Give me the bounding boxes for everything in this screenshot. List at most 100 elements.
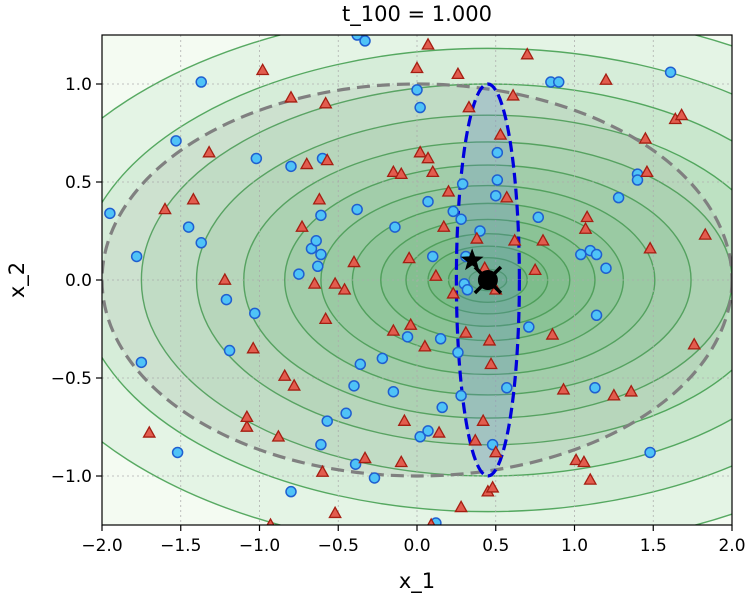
x-tick-label: 0.5 — [482, 536, 509, 556]
triangle-point — [520, 47, 535, 60]
triangle-point — [240, 409, 254, 423]
y-axis-label: x_2 — [5, 262, 30, 298]
circle-point — [411, 84, 423, 96]
triangle-point — [607, 388, 621, 401]
ellipses — [102, 82, 732, 478]
x-tick-label: 1.5 — [640, 536, 667, 556]
triangle-point — [484, 356, 498, 370]
triangle-point — [186, 192, 201, 205]
triangle-point — [441, 184, 456, 197]
circle-point — [456, 178, 469, 190]
x-tick-label: −0.5 — [318, 536, 359, 556]
triangle-point — [577, 454, 591, 468]
triangle-point — [468, 433, 483, 446]
circle-point — [644, 446, 656, 459]
circle-point — [340, 407, 352, 420]
circle-point — [293, 268, 305, 280]
triangle-point — [507, 233, 522, 246]
triangle-point — [284, 90, 298, 103]
circle-point — [600, 262, 612, 274]
circle-point — [389, 221, 401, 233]
circle-point — [631, 174, 644, 186]
circle-point — [436, 401, 448, 414]
triangle-point — [386, 164, 401, 178]
triangle-point — [347, 255, 361, 268]
triangle-point — [397, 413, 412, 426]
circle-point — [461, 284, 474, 296]
triangle-point — [459, 325, 473, 338]
triangle-point — [421, 151, 435, 164]
y-tick-label: −1.0 — [51, 467, 92, 487]
x-tick-label: 2.0 — [718, 536, 745, 556]
circle-point — [351, 203, 363, 216]
circle-point — [285, 160, 297, 173]
triangle-point — [246, 341, 261, 354]
triangle-point — [462, 100, 476, 113]
triangle-point — [386, 323, 401, 336]
circle-point — [376, 352, 389, 365]
circle-point — [285, 485, 297, 498]
triangle-point — [337, 282, 352, 295]
circle-point — [195, 76, 207, 88]
circle-point — [315, 248, 327, 261]
triangle-point — [638, 131, 653, 144]
x-tick-label: −2.0 — [81, 536, 122, 556]
triangle-point — [493, 127, 508, 140]
y-tick-label: 0.0 — [65, 271, 92, 291]
circle-point — [315, 209, 327, 222]
circle-point — [170, 135, 182, 147]
triangle-point — [436, 219, 451, 232]
circle-point — [310, 235, 322, 247]
triangle-point — [421, 37, 435, 50]
circle-point — [491, 174, 504, 186]
circle-point — [359, 35, 371, 47]
grid — [102, 35, 732, 525]
circle-point — [664, 66, 677, 78]
chart-title: t_100 = 1.000 — [342, 2, 492, 27]
triangle-point — [403, 317, 418, 330]
circle-point — [434, 333, 447, 345]
x-tick-label: 0.0 — [403, 536, 430, 556]
circle-point — [612, 191, 625, 204]
triangle-point — [687, 337, 702, 350]
triangle-point — [320, 153, 335, 166]
triangle-point — [482, 333, 497, 346]
circle-point — [312, 260, 324, 273]
triangle-point — [599, 72, 613, 85]
triangle-point — [470, 231, 484, 244]
triangle-point — [402, 251, 416, 264]
triangle-point — [255, 62, 270, 76]
triangle-point — [287, 378, 301, 391]
x-tick-label: −1.5 — [160, 536, 201, 556]
circle-point — [315, 438, 327, 451]
circle-point — [455, 389, 467, 402]
triangle-point — [499, 190, 514, 203]
special-markers — [460, 248, 503, 295]
triangle-point — [580, 209, 594, 223]
triangle-point — [429, 268, 443, 281]
circle-point — [104, 207, 116, 220]
circle-point — [553, 76, 565, 88]
circle-point — [523, 321, 535, 333]
triangle-point — [358, 451, 372, 464]
y-tick-label: 1.0 — [65, 75, 92, 95]
triangle-point — [674, 108, 689, 121]
axis-ticks: −2.0 −1.5 −1.0 −0.5 0.0 0.5 1.0 1.5 2.0 −1.0 −0.5 0… — [51, 75, 746, 556]
circle-point — [182, 221, 195, 233]
circle-point — [351, 35, 363, 41]
circle-point — [368, 472, 381, 484]
x-marker-stroke — [473, 265, 503, 295]
triangle-point — [202, 145, 216, 158]
triangle-point — [307, 276, 322, 289]
x-axis-label: x_1 — [399, 569, 435, 594]
x-tick-label: −1.0 — [239, 536, 280, 556]
triangle-point — [432, 425, 446, 438]
circle-point — [349, 458, 362, 470]
circle-point — [491, 146, 504, 159]
triangle-point — [506, 88, 520, 101]
circle-point — [348, 380, 360, 392]
circle-point — [195, 237, 207, 249]
star-marker — [460, 248, 484, 271]
triangle-point — [158, 202, 172, 215]
triangle-point — [218, 272, 232, 285]
